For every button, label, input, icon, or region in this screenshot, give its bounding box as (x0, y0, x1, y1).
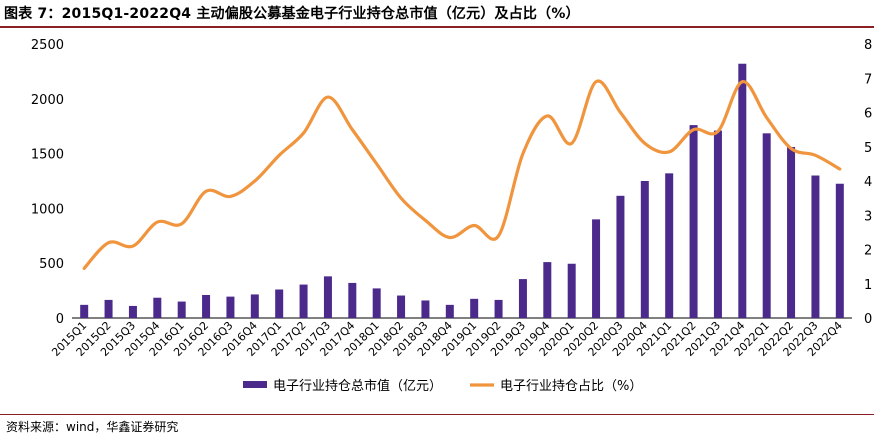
left-y-tick-label: 2000 (31, 93, 64, 108)
bar (494, 299, 503, 318)
footer-divider (0, 414, 874, 415)
source-note: 资料来源：wind，华鑫证券研究 (6, 420, 179, 434)
legend-bar-label: 电子行业持仓总市值（亿元） (273, 378, 442, 394)
bar (665, 173, 674, 318)
bar (80, 304, 89, 318)
right-y-tick-label: 4 (864, 175, 872, 190)
x-axis-tick-labels: 2015Q12015Q22015Q32015Q42016Q12016Q22016… (49, 319, 845, 359)
bar (177, 301, 186, 318)
right-y-axis: 0 1 2 3 4 5 6 7 8 (864, 38, 872, 327)
right-y-tick-label: 1 (864, 278, 872, 293)
bar (762, 133, 771, 318)
bar (226, 296, 235, 318)
bar (104, 299, 113, 318)
left-y-axis: 0 500 1000 1500 2000 2500 (31, 38, 64, 327)
bar-series (80, 63, 844, 319)
right-y-tick-label: 8 (864, 38, 872, 53)
bar (128, 305, 137, 318)
line-series (82, 79, 842, 270)
bar (421, 300, 430, 318)
chart-title: 图表 7：2015Q1-2022Q4 主动偏股公募基金电子行业持仓总市值（亿元）… (4, 6, 580, 22)
title-divider (0, 26, 874, 28)
bar (372, 288, 381, 318)
bar (640, 181, 649, 318)
left-y-tick-label: 1500 (31, 148, 64, 163)
bar (616, 195, 625, 318)
bar (153, 297, 162, 318)
bar (689, 125, 698, 318)
bar (348, 282, 357, 318)
bar (323, 276, 332, 318)
bar (397, 295, 406, 318)
legend-line-label: 电子行业持仓占比（%） (500, 379, 642, 394)
chart: 0 500 1000 1500 2000 2500 0 1 2 3 4 5 6 7 8 2015Q1201… (31, 38, 872, 394)
bar (811, 175, 820, 318)
bar (738, 63, 747, 319)
bar (567, 263, 576, 318)
left-y-tick-label: 2500 (31, 38, 64, 53)
right-y-tick-label: 3 (864, 209, 872, 224)
right-y-tick-label: 6 (864, 107, 872, 122)
bar (445, 304, 454, 318)
left-y-tick-label: 0 (56, 312, 64, 327)
right-y-tick-label: 2 (864, 244, 872, 259)
bar (787, 147, 796, 318)
left-y-tick-label: 500 (39, 257, 64, 272)
bar (713, 130, 722, 318)
bar (275, 289, 284, 318)
bar (299, 284, 308, 318)
bar (470, 298, 479, 318)
right-y-tick-label: 5 (864, 141, 872, 156)
bar (202, 294, 211, 318)
right-y-tick-label: 0 (864, 312, 872, 327)
bar (518, 279, 527, 318)
legend: 电子行业持仓总市值（亿元） 电子行业持仓占比（%） (243, 378, 642, 394)
left-y-tick-label: 1000 (31, 202, 64, 217)
legend-bar-swatch (243, 381, 267, 388)
right-y-tick-label: 7 (864, 72, 872, 87)
bar (250, 294, 259, 318)
bar (835, 183, 844, 318)
bar (543, 262, 552, 318)
bar (592, 219, 601, 318)
